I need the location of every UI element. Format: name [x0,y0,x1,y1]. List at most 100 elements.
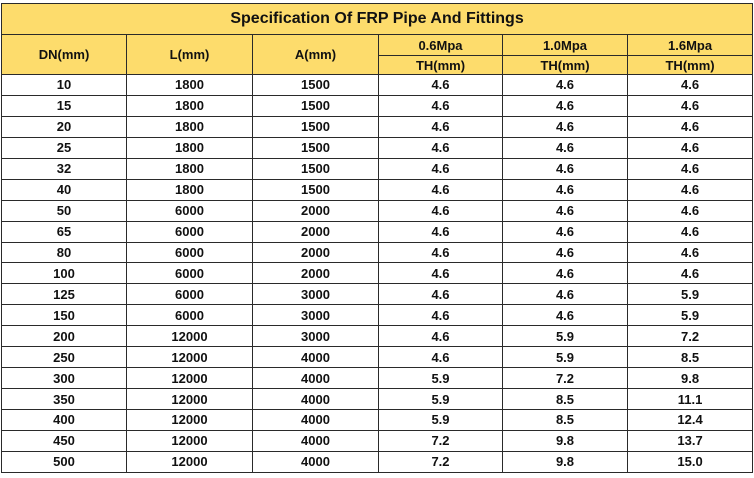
dn-cell: 200 [1,325,127,348]
th-0-6-cell: 4.6 [378,220,503,243]
th-0-6-cell: 5.9 [378,388,503,410]
header-dn: DN(mm) [1,34,127,75]
th-0-6-cell: 4.6 [378,241,503,264]
header-l: L(mm) [126,34,253,75]
th-1-0-cell: 4.6 [502,262,628,285]
length-cell: 1800 [126,74,253,96]
th-0-6-cell: 4.6 [378,325,503,348]
th-1-0-cell: 4.6 [502,136,628,159]
th-0-6-cell: 4.6 [378,199,503,222]
th-1-6-cell: 11.1 [626,388,754,410]
th-1-0-cell: 4.6 [502,157,628,180]
dn-cell: 32 [1,157,127,180]
dn-cell: 250 [1,346,127,369]
length-cell: 12000 [126,367,253,390]
th-1-0-cell: 4.6 [502,94,628,117]
length-cell: 1800 [126,178,253,201]
th-0-6-cell: 7.2 [378,429,503,452]
th-0-6-cell: 4.6 [378,262,503,285]
a-cell: 2000 [252,262,379,285]
table-row: 250 12000 4000 4.6 5.9 8.5 [1,346,754,369]
table-row: 125 6000 3000 4.6 4.6 5.9 [1,283,754,306]
length-cell: 1800 [126,115,253,138]
th-1-6-cell: 7.2 [626,325,754,348]
th-1-0-cell: 4.6 [502,283,628,306]
dn-cell: 15 [1,94,127,117]
table-row: 65 6000 2000 4.6 4.6 4.6 [1,220,754,243]
th-0-6-cell: 4.6 [378,136,503,159]
title-row: Specification Of FRP Pipe And Fittings [0,3,754,35]
th-0-6-cell: 4.6 [378,304,503,327]
th-0-6-cell: 4.6 [378,74,503,96]
a-cell: 1500 [252,115,379,138]
length-cell: 12000 [126,409,253,431]
length-cell: 1800 [126,157,253,180]
table-row: 150 6000 3000 4.6 4.6 5.9 [1,304,754,327]
th-1-6-cell: 8.5 [626,346,754,369]
th-1-6-cell: 4.6 [626,115,754,138]
header-th-1-6: TH(mm) [626,55,754,75]
table-row: 500 12000 4000 7.2 9.8 15.0 [1,450,754,473]
th-1-0-cell: 4.6 [502,178,628,201]
a-cell: 1500 [252,94,379,117]
table-title: Specification Of FRP Pipe And Fittings [0,3,754,35]
a-cell: 4000 [252,367,379,390]
length-cell: 6000 [126,220,253,243]
spec-table: Specification Of FRP Pipe And Fittings D… [0,3,754,473]
header-pressure-1-0: 1.0Mpa [502,34,628,56]
a-cell: 2000 [252,199,379,222]
a-cell: 1500 [252,157,379,180]
th-1-6-cell: 4.6 [626,94,754,117]
a-cell: 4000 [252,346,379,369]
table-row: 50 6000 2000 4.6 4.6 4.6 [1,199,754,222]
length-cell: 12000 [126,346,253,369]
a-cell: 2000 [252,220,379,243]
th-0-6-cell: 5.9 [378,409,503,431]
dn-cell: 150 [1,304,127,327]
header-pressure-1-6: 1.6Mpa [626,34,754,56]
th-1-0-cell: 7.2 [502,367,628,390]
th-1-0-cell: 8.5 [502,409,628,431]
dn-cell: 50 [1,199,127,222]
length-cell: 12000 [126,325,253,348]
header-a: A(mm) [252,34,379,75]
th-1-6-cell: 4.6 [626,136,754,159]
length-cell: 1800 [126,136,253,159]
header-th-0-6: TH(mm) [378,55,503,75]
dn-cell: 10 [1,74,127,96]
a-cell: 4000 [252,409,379,431]
dn-cell: 300 [1,367,127,390]
header-pressure-0-6: 0.6Mpa [378,34,503,56]
length-cell: 6000 [126,199,253,222]
header-th-1-0: TH(mm) [502,55,628,75]
header-row-2: TH(mm) TH(mm) TH(mm) [2,55,754,75]
dn-cell: 65 [1,220,127,243]
a-cell: 1500 [252,136,379,159]
th-1-0-cell: 4.6 [502,304,628,327]
th-0-6-cell: 7.2 [378,450,503,473]
dn-cell: 100 [1,262,127,285]
th-0-6-cell: 4.6 [378,178,503,201]
dn-cell: 350 [1,388,127,410]
dn-cell: 450 [1,429,127,452]
a-cell: 1500 [252,178,379,201]
table-row: 400 12000 4000 5.9 8.5 12.4 [1,409,754,431]
th-1-0-cell: 4.6 [502,115,628,138]
table-row: 450 12000 4000 7.2 9.8 13.7 [1,429,754,452]
table-row: 350 12000 4000 5.9 8.5 11.1 [1,388,754,410]
table-row: 200 12000 3000 4.6 5.9 7.2 [1,325,754,348]
table-row: 100 6000 2000 4.6 4.6 4.6 [1,262,754,285]
dn-cell: 500 [1,450,127,473]
table-row: 10 1800 1500 4.6 4.6 4.6 [1,74,754,96]
th-1-6-cell: 9.8 [626,367,754,390]
th-1-0-cell: 4.6 [502,241,628,264]
dn-cell: 80 [1,241,127,264]
th-1-0-cell: 4.6 [502,74,628,96]
th-1-0-cell: 4.6 [502,220,628,243]
length-cell: 6000 [126,304,253,327]
length-cell: 1800 [126,94,253,117]
a-cell: 4000 [252,429,379,452]
th-1-6-cell: 4.6 [626,199,754,222]
length-cell: 12000 [126,429,253,452]
a-cell: 3000 [252,325,379,348]
